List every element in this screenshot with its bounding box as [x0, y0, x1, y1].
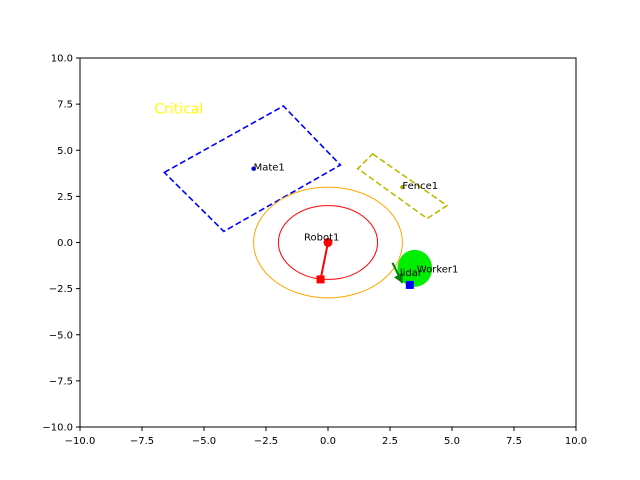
mate-zone — [162, 105, 342, 233]
x-tick-label: 5.0 — [444, 436, 460, 447]
fence-label: Fence1 — [402, 181, 438, 192]
y-tick-label: −5.0 — [49, 330, 73, 341]
y-tick-label: 0.0 — [57, 238, 73, 249]
worker-marker — [397, 249, 433, 287]
y-tick-label: −10.0 — [42, 423, 73, 434]
x-tick-label: −5.0 — [192, 436, 216, 447]
robot-arm — [319, 242, 329, 280]
robot-base-marker — [323, 238, 333, 247]
y-tick-label: −2.5 — [49, 284, 73, 295]
y-tick-label: 5.0 — [57, 146, 73, 157]
x-tick-label: −7.5 — [130, 436, 154, 447]
y-tick-label: 7.5 — [57, 100, 73, 111]
x-tick-label: −2.5 — [254, 436, 278, 447]
y-tick-label: 2.5 — [57, 192, 73, 203]
safety-circle-inner — [277, 205, 379, 280]
worker-label: Worker1 — [417, 264, 459, 275]
y-tick-label: 10.0 — [51, 54, 73, 65]
y-tick-label: −7.5 — [49, 376, 73, 387]
x-tick-label: −10.0 — [65, 436, 96, 447]
fence-marker — [400, 184, 405, 190]
ticks-layer: −10.0 −7.5 −5.0 −2.5 0.0 2.5 5.0 7.5 10.0 −10.0 −7… — [42, 54, 587, 448]
x-tick-label: 7.5 — [506, 436, 522, 447]
x-tick-label: 2.5 — [382, 436, 398, 447]
x-tick-label: 10.0 — [565, 436, 587, 447]
mate-label: Mate1 — [254, 163, 285, 174]
mate-marker — [251, 166, 256, 171]
lidar-marker — [405, 280, 414, 289]
status-text: Critical — [154, 101, 203, 117]
lidar-label: lidar — [400, 268, 423, 279]
x-tick-label: 0.0 — [320, 436, 336, 447]
robot-label: Robot1 — [304, 233, 339, 244]
safety-circle-outer — [253, 186, 403, 299]
lidar-arrow-head — [393, 272, 403, 284]
robot-end-effector-marker — [316, 275, 325, 284]
